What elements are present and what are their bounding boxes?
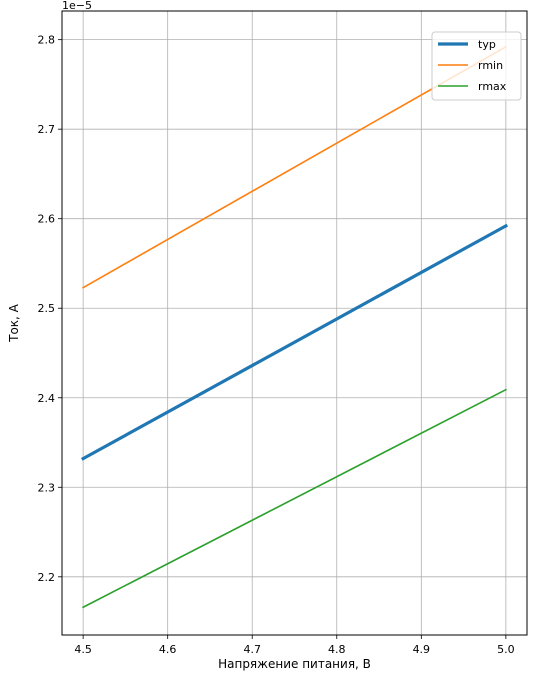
x-axis: 4.5 4.6 4.7 4.8 4.9 5.0 (74, 635, 515, 656)
plot-frame (61, 10, 528, 636)
y-tick-label: 2.2 (38, 571, 56, 584)
y-offset-label: 1e−5 (62, 0, 92, 12)
legend-label-rmin: rmin (478, 59, 503, 72)
x-tick-label: 4.8 (328, 643, 346, 656)
y-tick-label: 2.5 (38, 302, 56, 315)
y-tick-label: 2.8 (38, 34, 56, 47)
x-tick-label: 4.7 (243, 643, 261, 656)
x-tick-label: 4.5 (74, 643, 92, 656)
y-axis: 2.2 2.3 2.4 2.5 2.6 2.7 2.8 (38, 34, 62, 584)
series-line-typ (80, 223, 509, 461)
y-axis-label: Ток, А (7, 303, 21, 343)
legend-box (431, 31, 522, 101)
x-tick-label: 4.9 (413, 643, 431, 656)
legend-label-rmax: rmax (478, 80, 507, 93)
x-tick-label: 4.6 (159, 643, 177, 656)
x-axis-label: Напряжение питания, В (218, 657, 371, 671)
y-tick-label: 2.3 (38, 481, 56, 494)
legend-label-typ: typ (478, 38, 496, 51)
legend: typ rmin rmax (431, 31, 522, 101)
y-tick-label: 2.6 (38, 213, 56, 226)
y-tick-label: 2.7 (38, 123, 56, 136)
y-tick-label: 2.4 (38, 392, 56, 405)
x-tick-label: 5.0 (497, 643, 515, 656)
series-line-rmax (82, 388, 507, 609)
